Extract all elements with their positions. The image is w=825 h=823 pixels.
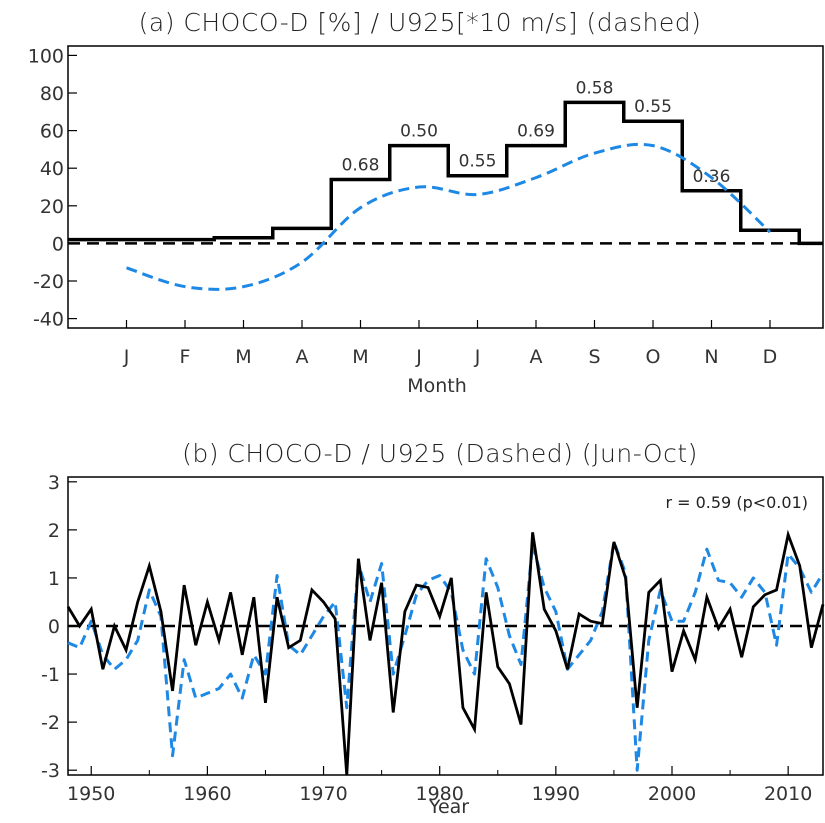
panel-a-x-tick-label: J (474, 346, 481, 368)
panel-a-data-label: 0.69 (517, 122, 555, 142)
panel-b-y-tick-label: 3 (48, 472, 60, 494)
panel-a-x-tick-label: S (588, 346, 600, 368)
panel-a-y-tick-label: 80 (40, 83, 64, 105)
panel-a: (a) CHOCO-D [%] / U925[*10 m/s] (dashed)… (28, 8, 824, 397)
panel-a-y-tick-label: 0 (52, 233, 64, 255)
panel-b-y-tick-label: 0 (48, 616, 60, 638)
panel-a-x-tick-label: J (415, 346, 422, 368)
panel-a-y-tick-label: -40 (33, 309, 64, 331)
panel-b-x-tick-label: 1980 (416, 783, 464, 805)
panel-b-y-tick-label: 2 (48, 520, 60, 542)
panel-b-x-tick-label: 1950 (67, 783, 115, 805)
panel-b-plot-area (66, 529, 825, 776)
panel-b-y-tick-label: -3 (41, 760, 60, 782)
panel-b-axes: -3 -2 -1 0 1 2 3 1950 1960 1970 1980 1990 2000 2010 (41, 472, 824, 805)
panel-a-data-label: 0.55 (634, 97, 672, 117)
panel-a-u925-dashed-line (126, 142, 772, 291)
panel-a-x-tick-label: M (352, 346, 368, 368)
panel-a-data-label: 0.36 (693, 167, 731, 187)
panel-a-x-axis-label: Month (407, 375, 467, 397)
panel-b-correlation-annotation: r = 0.59 (p<0.01) (665, 493, 808, 512)
panel-a-y-tick-label: -20 (33, 271, 64, 293)
panel-a-x-tick-label: M (235, 346, 251, 368)
panel-a-data-label: 0.55 (459, 152, 497, 172)
panel-b-x-tick-label: 2010 (764, 783, 812, 805)
panel-a-data-label: 0.58 (576, 78, 614, 98)
panel-b-x-tick-label: 1990 (532, 783, 580, 805)
panel-a-x-tick-label: A (530, 346, 543, 368)
panel-a-frame (67, 45, 824, 329)
panel-a-y-tick-label: 40 (40, 158, 64, 180)
panel-a-data-label: 0.68 (342, 155, 380, 175)
panel-a-x-tick-label: F (180, 346, 191, 368)
panel-b-x-tick-label: 1960 (183, 783, 231, 805)
panel-b-frame (67, 476, 824, 776)
panel-b-y-tick-label: 1 (48, 568, 60, 590)
panel-a-y-tick-label: 100 (28, 45, 64, 67)
panel-a-x-tick-label: A (296, 346, 309, 368)
panel-a-title: (a) CHOCO-D [%] / U925[*10 m/s] (dashed) (139, 8, 702, 37)
panel-a-y-tick-label: 20 (40, 196, 64, 218)
panel-b-u925-dashed-line (67, 540, 825, 772)
panel-a-y-tick-label: 60 (40, 121, 64, 143)
panel-a-x-tick-label: J (123, 346, 130, 368)
panel-b-x-tick-label: 2000 (648, 783, 696, 805)
panel-b-choco-solid-line (66, 529, 825, 776)
panel-b-title: (b) CHOCO-D / U925 (Dashed) (Jun-Oct) (182, 439, 698, 468)
panel-b-y-tick-label: -1 (41, 664, 60, 686)
panel-a-x-tick-label: O (646, 346, 661, 368)
panel-b: (b) CHOCO-D / U925 (Dashed) (Jun-Oct) -3… (41, 439, 825, 818)
panel-b-y-tick-label: -2 (41, 712, 60, 734)
panel-b-x-tick-label: 1970 (299, 783, 347, 805)
panel-a-data-label: 0.50 (400, 122, 438, 142)
panel-a-x-tick-label: D (763, 346, 778, 368)
panel-a-x-tick-label: N (704, 346, 718, 368)
panel-a-plot-area: 0.68 0.50 0.55 0.69 0.58 0.55 0.36 (68, 78, 823, 291)
panel-b-x-axis-label: Year (428, 796, 469, 818)
panel-a-choco-step-line (68, 100, 823, 246)
panel-a-axes: -40 -20 0 20 40 60 80 100 J F M A M J J A S O N D (28, 45, 824, 368)
